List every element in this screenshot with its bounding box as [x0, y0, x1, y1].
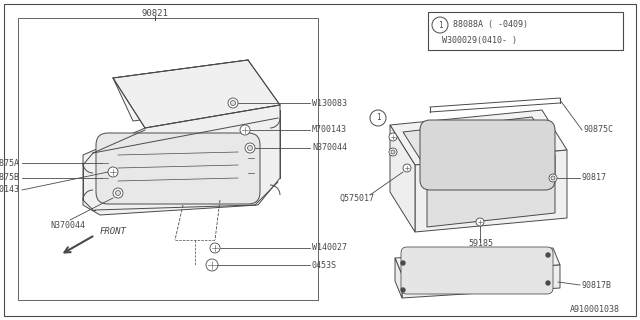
Circle shape [210, 243, 220, 253]
Text: W130083: W130083 [312, 99, 347, 108]
Polygon shape [83, 105, 280, 215]
Text: W300029(0410- ): W300029(0410- ) [442, 36, 517, 44]
Circle shape [206, 259, 218, 271]
Circle shape [245, 143, 255, 153]
Text: FRONT: FRONT [100, 228, 127, 236]
Text: 59185: 59185 [468, 239, 493, 249]
Polygon shape [113, 60, 280, 128]
Circle shape [403, 164, 411, 172]
Circle shape [228, 98, 238, 108]
Circle shape [401, 261, 405, 265]
Circle shape [389, 148, 397, 156]
Text: N370044: N370044 [51, 220, 86, 229]
Text: M700143: M700143 [312, 125, 347, 134]
Text: 1: 1 [438, 20, 442, 29]
Circle shape [115, 190, 120, 196]
Polygon shape [395, 258, 402, 298]
Text: M700143: M700143 [0, 186, 20, 195]
Polygon shape [390, 110, 567, 165]
Text: 90875C: 90875C [584, 125, 614, 134]
Text: 90875A: 90875A [0, 158, 20, 167]
Text: 0453S: 0453S [312, 260, 337, 269]
Circle shape [370, 110, 386, 126]
Circle shape [546, 253, 550, 257]
Text: 1: 1 [376, 114, 380, 123]
FancyBboxPatch shape [96, 133, 260, 204]
Circle shape [391, 150, 395, 154]
Text: N370044: N370044 [312, 143, 347, 153]
Polygon shape [402, 265, 560, 298]
Text: 90821: 90821 [141, 10, 168, 19]
Text: A910001038: A910001038 [570, 306, 620, 315]
FancyBboxPatch shape [420, 120, 555, 190]
Polygon shape [415, 150, 567, 232]
Circle shape [240, 125, 250, 135]
Circle shape [549, 174, 557, 182]
Polygon shape [390, 125, 415, 232]
FancyBboxPatch shape [401, 247, 553, 294]
Text: 90817: 90817 [582, 173, 607, 182]
Polygon shape [395, 248, 560, 275]
Bar [428, 12, 623, 50]
Circle shape [108, 167, 118, 177]
Polygon shape [113, 60, 268, 121]
Circle shape [389, 133, 397, 141]
Circle shape [401, 288, 405, 292]
Circle shape [551, 176, 555, 180]
Circle shape [248, 146, 253, 150]
Circle shape [113, 188, 123, 198]
Text: 90875B: 90875B [0, 173, 20, 182]
Circle shape [230, 100, 236, 106]
Text: W140027: W140027 [312, 244, 347, 252]
Circle shape [476, 218, 484, 226]
Text: 90817B: 90817B [582, 281, 612, 290]
Circle shape [432, 17, 448, 33]
Text: Q575017: Q575017 [340, 194, 375, 203]
Text: 88088A ( -0409): 88088A ( -0409) [453, 20, 528, 29]
Polygon shape [427, 155, 555, 227]
Bar [18, 18, 318, 300]
Circle shape [546, 281, 550, 285]
Polygon shape [403, 117, 555, 170]
